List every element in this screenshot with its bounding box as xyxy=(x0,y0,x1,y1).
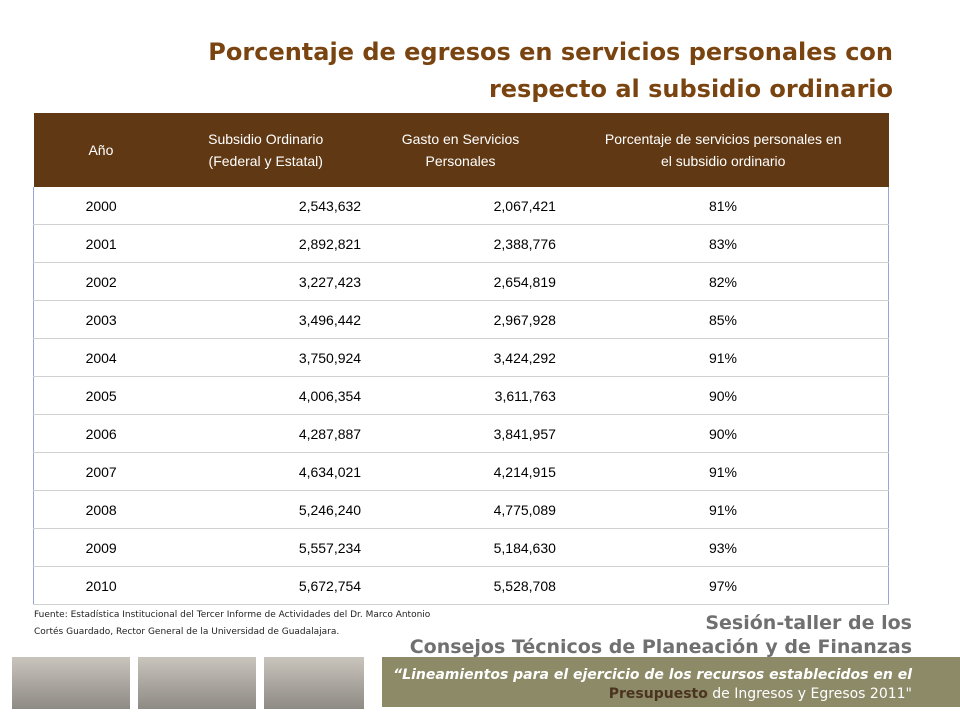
header-text: Año xyxy=(88,142,114,158)
photo xyxy=(138,657,256,709)
cell: 2005 xyxy=(33,376,169,415)
table-row: 2009 5,557,234 5,184,630 93% xyxy=(33,528,889,567)
cell: 2,967,928 xyxy=(363,300,558,339)
quote-rest: de Ingresos y Egresos 2011" xyxy=(707,686,912,702)
cell: 2007 xyxy=(33,452,169,491)
header-text: Porcentaje de servicios personales en xyxy=(604,131,842,147)
footer-line: Consejos Técnicos de Planeación y de Fin… xyxy=(409,636,912,658)
cell: 3,611,763 xyxy=(363,376,558,415)
source-line: Fuente: Estadística Institucional del Te… xyxy=(34,610,431,620)
cell: 5,184,630 xyxy=(363,528,558,567)
cell: 2010 xyxy=(33,566,169,605)
quote-line: Presupuesto de Ingresos y Egresos 2011" xyxy=(609,686,912,702)
column-header: Año xyxy=(33,113,169,187)
header-row: Año Subsidio Ordinario (Federal y Estatal)… xyxy=(33,113,889,187)
table-row: 2007 4,634,021 4,214,915 91% xyxy=(33,452,889,491)
header-text: el subsidio ordinario xyxy=(660,153,786,169)
cell: 90% xyxy=(557,414,889,453)
cell: 4,775,089 xyxy=(363,490,558,529)
photo xyxy=(12,657,130,709)
cell: 3,496,442 xyxy=(168,300,364,339)
cell: 2001 xyxy=(33,224,169,263)
table-row: 2005 4,006,354 3,611,763 90% xyxy=(33,376,889,415)
cell: 3,750,924 xyxy=(168,338,364,377)
cell: 91% xyxy=(557,338,889,377)
cell: 5,528,708 xyxy=(363,566,558,605)
cell: 97% xyxy=(557,566,889,605)
cell: 2,892,821 xyxy=(168,224,364,263)
cell: 4,006,354 xyxy=(168,376,364,415)
cell: 82% xyxy=(557,262,889,301)
column-header: Gasto en Servicios Personales xyxy=(363,113,558,187)
cell: 85% xyxy=(557,300,889,339)
cell: 2003 xyxy=(33,300,169,339)
cell: 4,214,915 xyxy=(363,452,558,491)
cell: 2009 xyxy=(33,528,169,567)
table-row: 2003 3,496,442 2,967,928 85% xyxy=(33,300,889,339)
column-header: Subsidio Ordinario (Federal y Estatal) xyxy=(168,113,364,187)
cell: 4,634,021 xyxy=(168,452,364,491)
cell: 3,424,292 xyxy=(363,338,558,377)
cell: 5,246,240 xyxy=(168,490,364,529)
title-line: Porcentaje de egresos en servicios perso… xyxy=(208,38,893,66)
cell: 81% xyxy=(557,187,889,225)
cell: 3,227,423 xyxy=(168,262,364,301)
title-line: respecto al subsidio ordinario xyxy=(488,75,893,103)
cell: 2,654,819 xyxy=(363,262,558,301)
table-row: 2006 4,287,887 3,841,957 90% xyxy=(33,414,889,453)
cell: 91% xyxy=(557,490,889,529)
cell: 2004 xyxy=(33,338,169,377)
table-row: 2002 3,227,423 2,654,819 82% xyxy=(33,262,889,301)
source-line: Cortés Guardado, Rector General de la Un… xyxy=(34,627,340,637)
footer-line: Sesión-taller de los xyxy=(705,612,912,634)
data-table: Año Subsidio Ordinario (Federal y Estatal)… xyxy=(33,113,889,605)
banner xyxy=(382,657,960,707)
header-text: Gasto en Servicios xyxy=(401,131,520,147)
cell: 2,067,421 xyxy=(363,187,558,225)
cell: 3,841,957 xyxy=(363,414,558,453)
cell: 83% xyxy=(557,224,889,263)
table-body: 2000 2,543,632 2,067,421 81% 2001 2,892,821 2,… xyxy=(33,187,889,605)
cell: 2,543,632 xyxy=(168,187,364,225)
quote-bold: Presupuesto xyxy=(608,686,708,702)
table-row: 2000 2,543,632 2,067,421 81% xyxy=(33,187,889,225)
header-text: Subsidio Ordinario xyxy=(208,131,324,147)
table-row: 2001 2,892,821 2,388,776 83% xyxy=(33,224,889,263)
cell: 2006 xyxy=(33,414,169,453)
table-row: 2004 3,750,924 3,424,292 91% xyxy=(33,338,889,377)
cell: 90% xyxy=(557,376,889,415)
header-text: (Federal y Estatal) xyxy=(208,153,323,169)
cell: 4,287,887 xyxy=(168,414,364,453)
cell: 2000 xyxy=(33,187,169,225)
quote-line: “Lineamientos para el ejercicio de los r… xyxy=(393,667,912,683)
photo xyxy=(264,657,364,709)
table-row: 2010 5,672,754 5,528,708 97% xyxy=(33,566,889,605)
cell: 91% xyxy=(557,452,889,491)
table-row: 2008 5,246,240 4,775,089 91% xyxy=(33,490,889,529)
header-text: Personales xyxy=(425,153,496,169)
cell: 2,388,776 xyxy=(363,224,558,263)
column-header: Porcentaje de servicios personales en el … xyxy=(557,113,889,187)
cell: 5,557,234 xyxy=(168,528,364,567)
cell: 2002 xyxy=(33,262,169,301)
cell: 93% xyxy=(557,528,889,567)
cell: 5,672,754 xyxy=(168,566,364,605)
cell: 2008 xyxy=(33,490,169,529)
